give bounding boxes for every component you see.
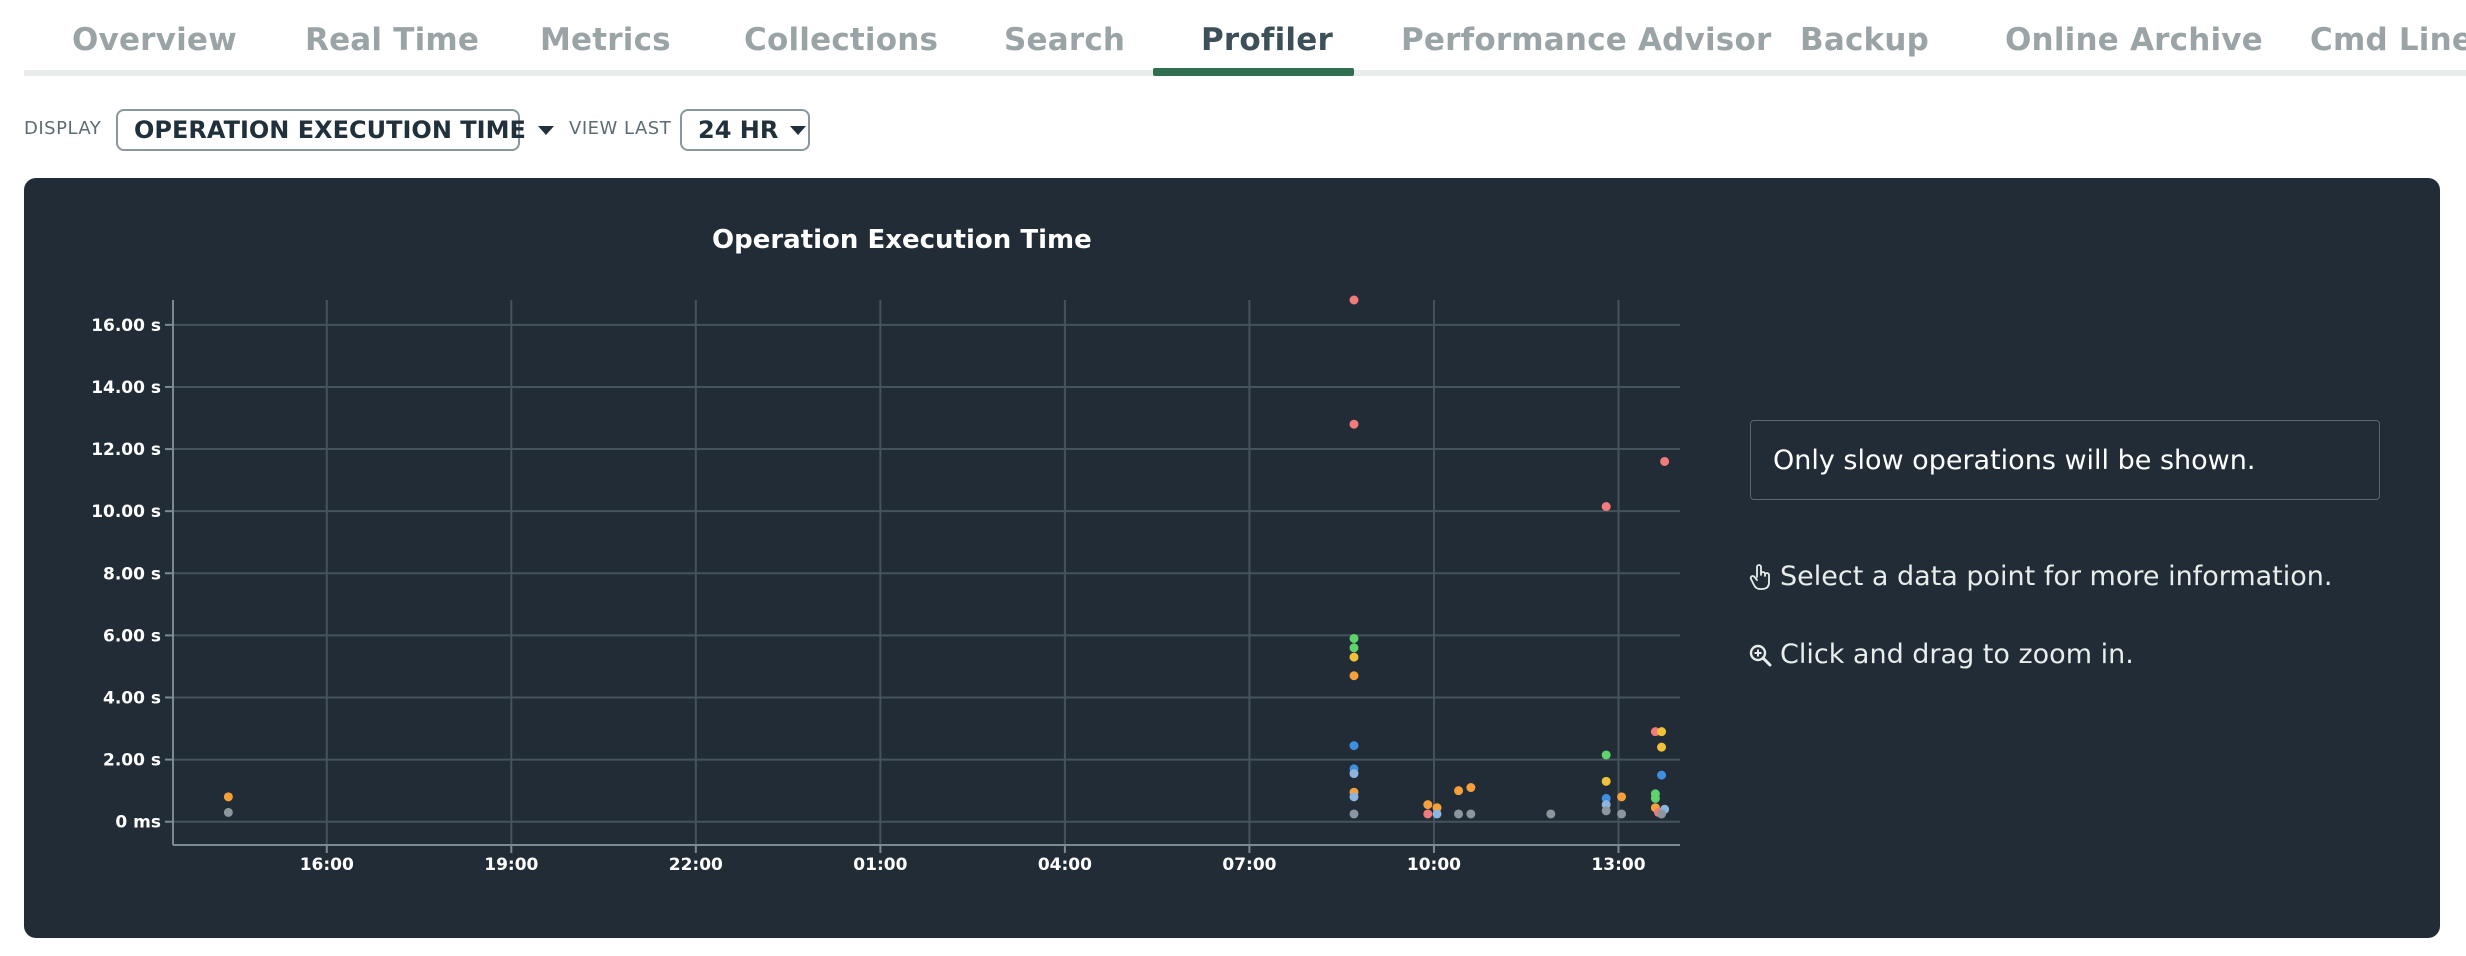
x-tick-label: 22:00: [669, 855, 723, 875]
x-tick-label: 01:00: [853, 855, 907, 875]
data-point[interactable]: [1601, 800, 1611, 810]
x-tick-label: 19:00: [484, 855, 538, 875]
data-point[interactable]: [1657, 809, 1667, 819]
x-tick-label: 16:00: [300, 855, 354, 875]
tab-metrics[interactable]: Metrics: [540, 22, 671, 58]
y-tick-label: 0 ms: [115, 813, 161, 833]
data-point[interactable]: [1601, 776, 1611, 786]
y-tick-label: 4.00 s: [103, 688, 161, 708]
select-point-hint: Select a data point for more information…: [1748, 561, 2333, 592]
x-tick-label: 07:00: [1222, 855, 1276, 875]
data-point[interactable]: [1466, 783, 1476, 793]
data-point[interactable]: [1423, 809, 1433, 819]
data-point[interactable]: [223, 792, 233, 802]
data-point[interactable]: [1349, 741, 1359, 751]
y-tick-label: 8.00 s: [103, 564, 161, 584]
tab-bar: Overview Real Time Metrics Collections S…: [0, 0, 2466, 78]
zoom-hint-text: Click and drag to zoom in.: [1780, 639, 2134, 670]
data-point[interactable]: [1657, 742, 1667, 752]
data-point[interactable]: [1349, 792, 1359, 802]
data-point[interactable]: [1546, 809, 1556, 819]
data-point[interactable]: [1617, 809, 1627, 819]
view-last-dropdown[interactable]: 24 HR: [680, 109, 810, 151]
data-point[interactable]: [1657, 770, 1667, 780]
data-point[interactable]: [1466, 809, 1476, 819]
data-point[interactable]: [1349, 652, 1359, 662]
data-point[interactable]: [1454, 809, 1464, 819]
data-point[interactable]: [1349, 809, 1359, 819]
notice-text: Only slow operations will be shown.: [1773, 444, 2256, 476]
select-point-hint-text: Select a data point for more information…: [1780, 561, 2333, 592]
tab-online-archive[interactable]: Online Archive: [2005, 22, 2263, 58]
data-point[interactable]: [1454, 786, 1464, 796]
y-tick-label: 2.00 s: [103, 751, 161, 771]
y-tick-label: 6.00 s: [103, 626, 161, 646]
data-point[interactable]: [1349, 671, 1359, 681]
data-point[interactable]: [1423, 800, 1433, 810]
y-tick-label: 12.00 s: [91, 440, 161, 460]
tab-cmd-line-tools[interactable]: Cmd Line T: [2310, 22, 2466, 58]
data-point[interactable]: [1432, 809, 1442, 819]
tab-search[interactable]: Search: [1004, 22, 1126, 58]
view-last-dropdown-value: 24 HR: [698, 116, 779, 144]
data-point[interactable]: [1601, 502, 1611, 512]
data-point[interactable]: [1660, 456, 1670, 466]
data-point[interactable]: [1349, 419, 1359, 429]
y-tick-label: 16.00 s: [91, 316, 161, 336]
tab-profiler[interactable]: Profiler: [1201, 22, 1333, 58]
data-point[interactable]: [1617, 792, 1627, 802]
active-tab-indicator: [1153, 68, 1354, 76]
data-point[interactable]: [1349, 769, 1359, 779]
x-tick-label: 04:00: [1038, 855, 1092, 875]
data-point[interactable]: [1349, 643, 1359, 653]
data-point[interactable]: [223, 807, 233, 817]
tab-overview[interactable]: Overview: [72, 22, 237, 58]
y-tick-label: 10.00 s: [91, 502, 161, 522]
x-tick-label: 10:00: [1407, 855, 1461, 875]
data-point[interactable]: [1650, 727, 1660, 737]
tab-backup[interactable]: Backup: [1800, 22, 1929, 58]
display-dropdown-value: OPERATION EXECUTION TIME: [134, 116, 526, 144]
x-tick-label: 13:00: [1591, 855, 1645, 875]
data-point[interactable]: [1601, 806, 1611, 816]
data-point[interactable]: [1349, 295, 1359, 305]
display-dropdown[interactable]: OPERATION EXECUTION TIME: [116, 109, 554, 151]
tab-performance-advisor[interactable]: Performance Advisor: [1401, 22, 1772, 58]
y-tick-label: 14.00 s: [91, 378, 161, 398]
data-point[interactable]: [1432, 803, 1442, 813]
zoom-hint: Click and drag to zoom in.: [1748, 639, 2134, 670]
data-point[interactable]: [1650, 793, 1660, 803]
caret-down-icon: [790, 125, 807, 135]
data-point[interactable]: [1657, 727, 1667, 737]
data-point[interactable]: [1349, 633, 1359, 643]
display-label: DISPLAY: [24, 118, 102, 139]
chart-title: Operation Execution Time: [712, 225, 1092, 255]
view-last-label: VIEW LAST: [569, 118, 672, 139]
zoom-in-icon: [1749, 644, 1772, 666]
data-point[interactable]: [1601, 793, 1611, 803]
tab-collections[interactable]: Collections: [744, 22, 939, 58]
tab-real-time[interactable]: Real Time: [305, 22, 480, 58]
caret-down-icon: [537, 125, 554, 135]
profiler-chart-panel: [24, 178, 2440, 938]
data-point[interactable]: [1601, 750, 1611, 760]
pointer-hand-icon: [1749, 563, 1770, 590]
slow-operations-notice: Only slow operations will be shown.: [1750, 420, 2380, 500]
